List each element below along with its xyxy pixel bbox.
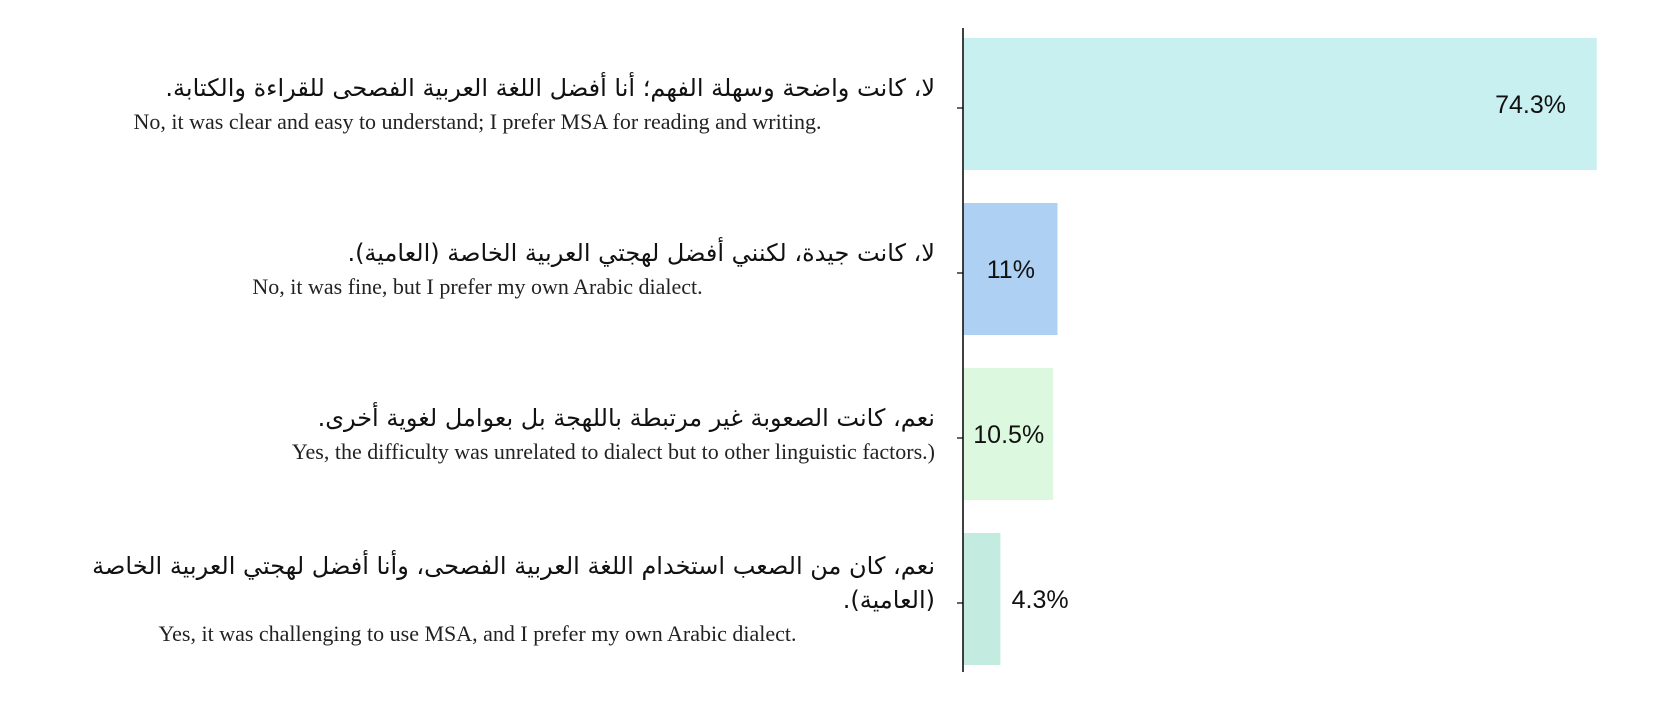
bar-2 xyxy=(963,203,1058,335)
bars-group: 74.3% 11% 10.5% 4.3% xyxy=(963,38,1597,665)
category-label-english: No, it was clear and easy to understand;… xyxy=(133,109,822,134)
category-label-2: لا، كانت جيدة، لكنني أفضل لهجتي العربية … xyxy=(20,203,935,335)
category-label-1: لا، كانت واضحة وسهلة الفهم؛ أنا أفضل الل… xyxy=(20,38,935,170)
data-label-2: 11% xyxy=(987,256,1035,284)
data-label-4: 4.3% xyxy=(1012,586,1069,614)
bar-1 xyxy=(963,38,1597,170)
category-label-english: Yes, the difficulty was unrelated to dia… xyxy=(291,439,935,464)
category-label-arabic: نعم، كانت الصعوبة غير مرتبطة باللهجة بل … xyxy=(317,404,935,432)
data-label-3: 10.5% xyxy=(973,421,1044,449)
category-label-arabic: نعم، كان من الصعب استخدام اللغة العربية … xyxy=(92,552,935,614)
category-label-english: Yes, it was challenging to use MSA, and … xyxy=(158,621,797,646)
category-label-arabic: لا، كانت جيدة، لكنني أفضل لهجتي العربية … xyxy=(347,239,935,267)
category-label-4: نعم، كان من الصعب استخدام اللغة العربية … xyxy=(20,533,935,665)
data-label-1: 74.3% xyxy=(1495,91,1566,119)
bar-3 xyxy=(963,368,1054,500)
category-label-arabic: لا، كانت واضحة وسهلة الفهم؛ أنا أفضل الل… xyxy=(165,74,935,102)
category-label-3: نعم، كانت الصعوبة غير مرتبطة باللهجة بل … xyxy=(20,368,935,500)
bar-4 xyxy=(963,533,1001,665)
category-label-english: No, it was fine, but I prefer my own Ara… xyxy=(252,274,703,299)
y-axis xyxy=(957,28,964,672)
